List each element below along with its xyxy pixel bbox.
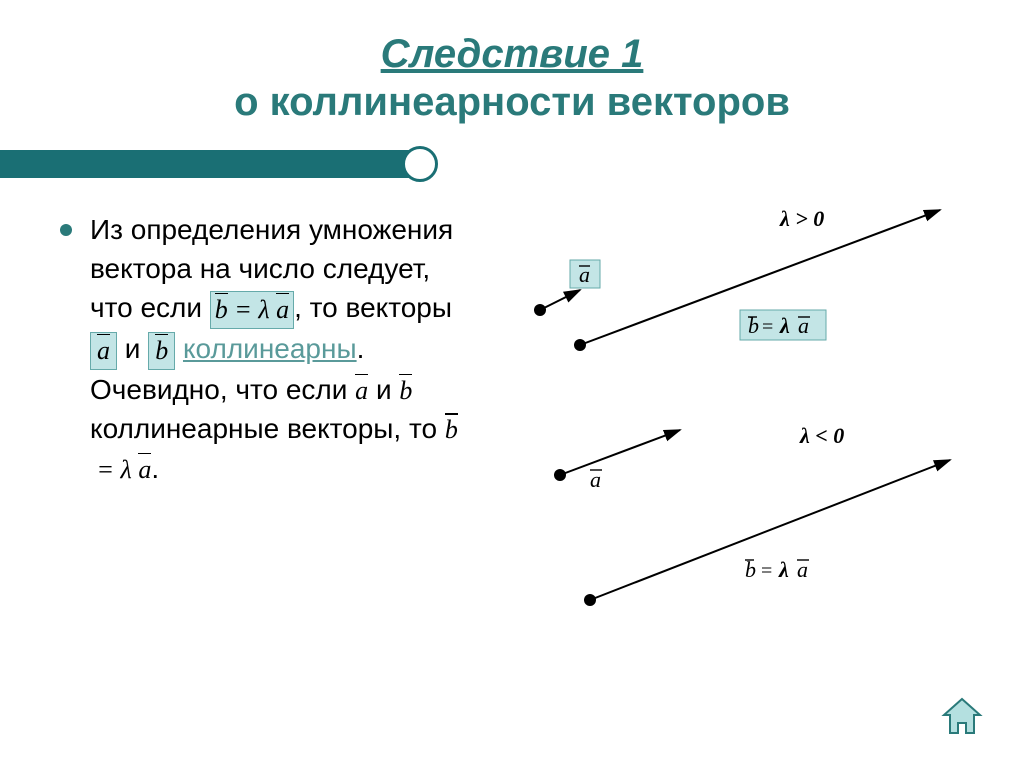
slide: Следствие 1 о коллинеарности векторов Из…	[0, 0, 1024, 767]
label-a-bottom: a	[590, 467, 602, 492]
var-b: b	[148, 332, 175, 370]
home-icon[interactable]	[940, 697, 984, 737]
var-a: a	[90, 332, 117, 370]
vector-a-bottom	[560, 430, 680, 475]
svg-text:=: =	[761, 560, 772, 582]
decorative-ribbon	[0, 150, 430, 178]
text-run: .	[151, 453, 159, 484]
svg-text:=: =	[762, 316, 773, 338]
diagram-svg: λ > 0 a b = λ a λ < 0	[510, 200, 990, 630]
text-run: и	[368, 374, 399, 405]
paragraph-text: Из определения умножения вектора на числ…	[90, 210, 460, 488]
svg-text:λ: λ	[779, 313, 790, 338]
bullet-icon	[60, 224, 72, 236]
text-run	[175, 333, 183, 364]
label-b-bottom: b = λ a	[745, 557, 809, 582]
var-b-plain: b	[399, 376, 412, 405]
vector-diagram: λ > 0 a b = λ a λ < 0	[510, 200, 990, 630]
bullet-item: Из определения умножения вектора на числ…	[60, 210, 460, 488]
formula-b-eq-lambda-a: b = λ a	[210, 291, 294, 329]
svg-text:b: b	[745, 557, 756, 582]
title-line1: Следствие 1	[40, 30, 984, 78]
svg-text:λ: λ	[778, 557, 789, 582]
text-run: коллинеарные векторы, то	[90, 413, 445, 444]
svg-text:b: b	[748, 313, 759, 338]
content-area: Из определения умножения вектора на числ…	[60, 210, 460, 488]
lambda-gt-0-label: λ > 0	[779, 206, 824, 231]
text-run: , то векторы	[294, 292, 452, 323]
svg-text:a: a	[797, 557, 808, 582]
label-a-box-top: a	[570, 260, 600, 288]
svg-text:a: a	[590, 467, 601, 492]
label-b-box-top: b = λ a	[740, 310, 826, 340]
link-collinear[interactable]: коллинеарны	[183, 333, 357, 364]
svg-text:a: a	[579, 262, 590, 287]
svg-text:a: a	[798, 313, 809, 338]
title-block: Следствие 1 о коллинеарности векторов	[40, 30, 984, 126]
title-line2: о коллинеарности векторов	[40, 78, 984, 126]
var-a-plain: a	[355, 376, 368, 405]
lambda-lt-0-label: λ < 0	[799, 423, 844, 448]
text-run: и	[117, 333, 148, 364]
vector-a-top	[540, 290, 580, 310]
